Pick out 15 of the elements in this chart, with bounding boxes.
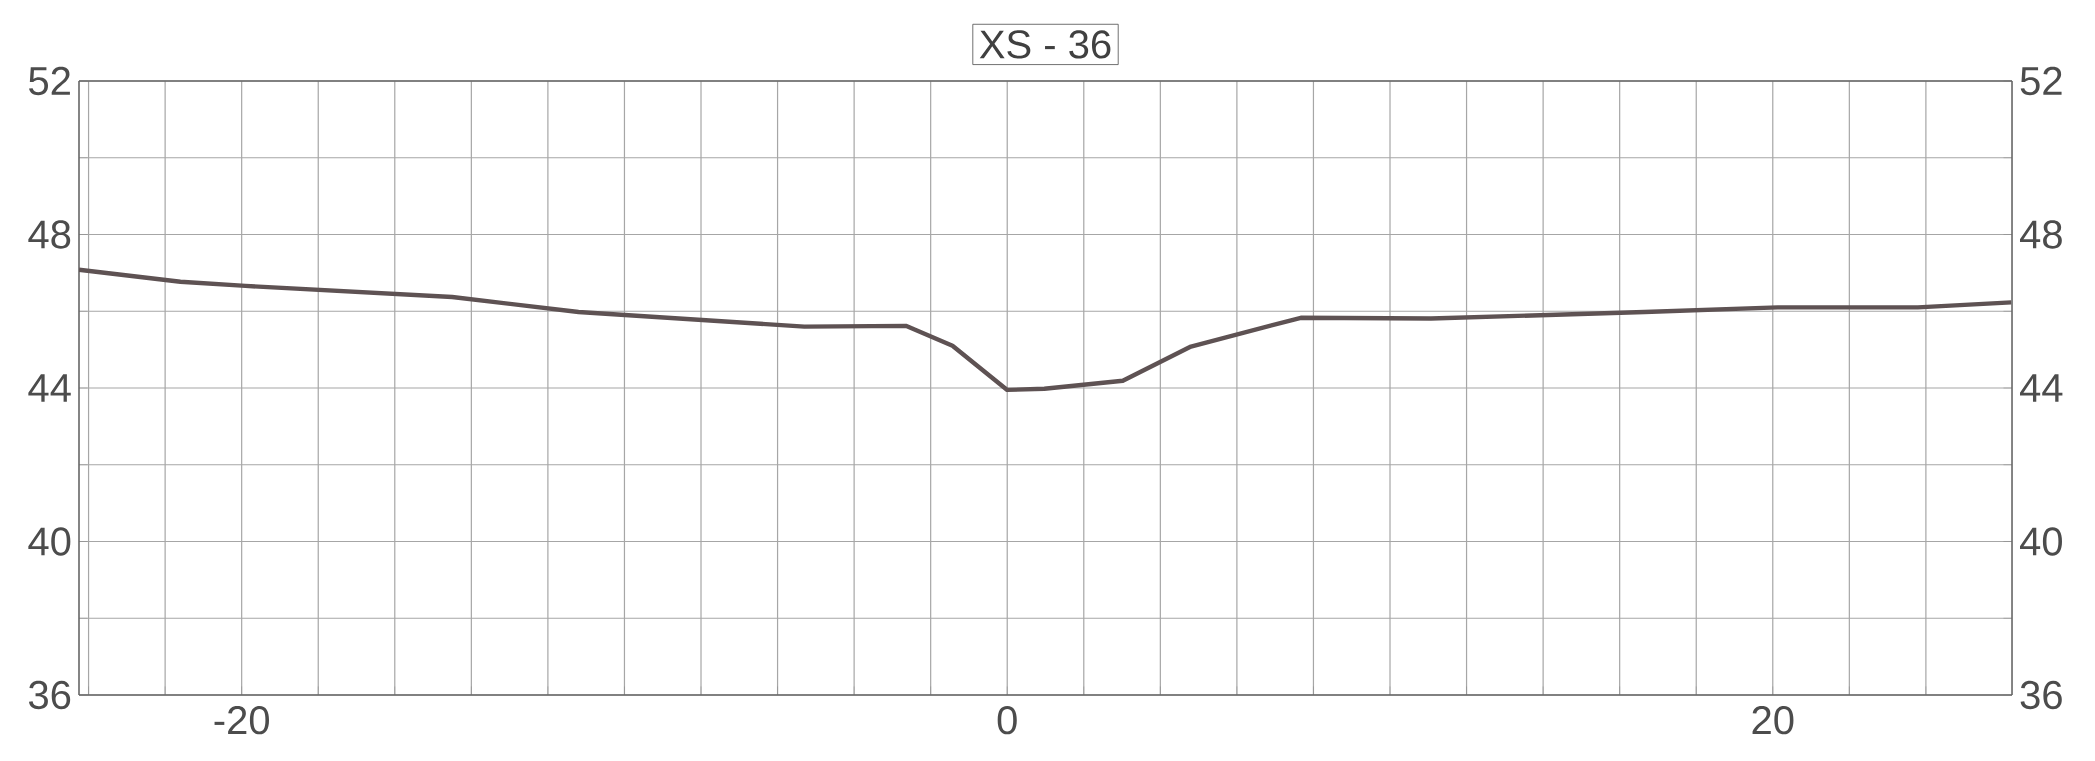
- chart-title: XS - 36: [979, 30, 1111, 59]
- y2-tick-label: 44: [2020, 374, 2063, 402]
- y2-tick-label: 48: [2020, 220, 2062, 249]
- y-tick-label: 48: [28, 220, 71, 249]
- y-tick-label: 40: [28, 527, 71, 556]
- y-tick-label: 36: [28, 680, 71, 710]
- x-tick-label: 0: [997, 706, 1017, 735]
- y2-tick-label: 36: [2020, 680, 2062, 710]
- x-tick-label: 20: [1752, 706, 1794, 735]
- y-tick-label: 44: [28, 374, 71, 402]
- y2-tick-label: 52: [2020, 66, 2062, 96]
- x-tick-label: -20: [214, 706, 269, 735]
- line-series: [79, 267, 2013, 393]
- y2-tick-label: 40: [2020, 527, 2062, 556]
- y-tick-label: 52: [29, 66, 70, 96]
